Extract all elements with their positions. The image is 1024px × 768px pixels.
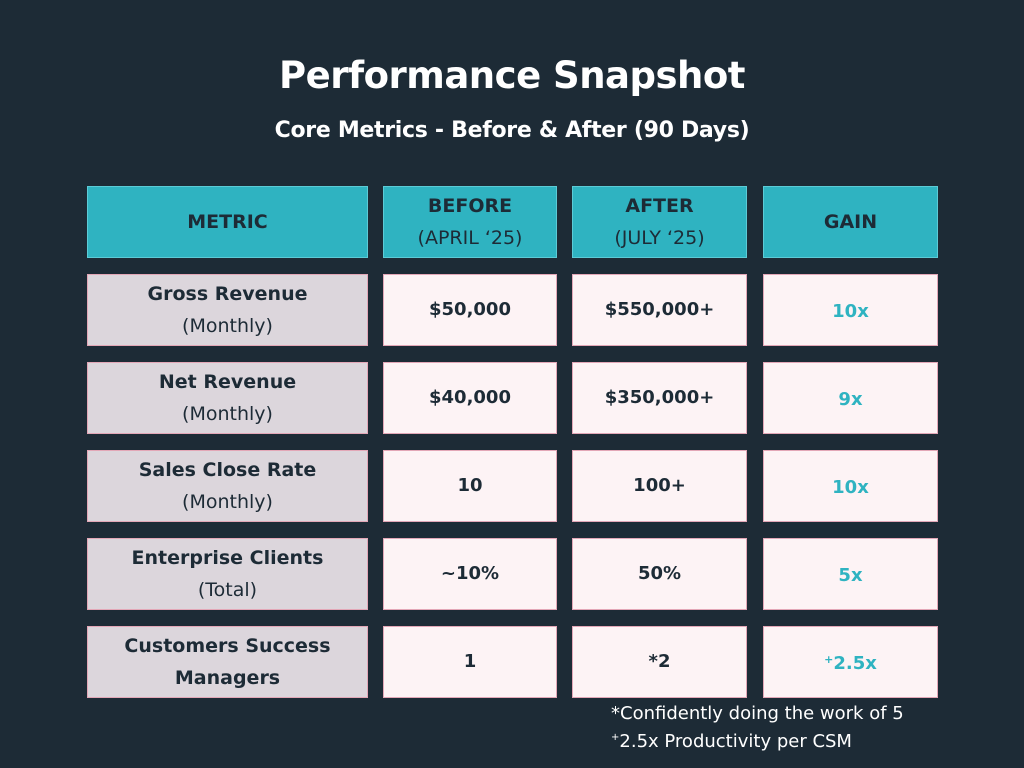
metric-qualifier: (Monthly) — [182, 315, 273, 337]
gain-text: 9x — [838, 389, 863, 410]
header-after: AFTER (JULY ‘25) — [572, 186, 747, 258]
page-subtitle: Core Metrics - Before & After (90 Days) — [274, 118, 750, 143]
header-before: BEFORE (APRIL ‘25) — [383, 186, 557, 258]
metric-name: Customers Success — [124, 635, 331, 657]
gain-text: 10x — [832, 301, 869, 322]
metric-name: Gross Revenue — [147, 283, 308, 305]
page-title: Performance Snapshot — [279, 54, 745, 97]
metric-qualifier: Managers — [174, 667, 281, 689]
after-value: 100+ — [572, 450, 747, 522]
before-value: $50,000 — [383, 274, 557, 346]
before-value: 1 — [383, 626, 557, 698]
gain-value: 10x — [763, 274, 938, 346]
before-value: ~10% — [383, 538, 557, 610]
gain-value: +2.5x — [763, 626, 938, 698]
after-value: *2 — [572, 626, 747, 698]
gain-marker: + — [824, 653, 834, 666]
metric-name: Sales Close Rate — [138, 459, 317, 481]
table-row-label: Gross Revenue (Monthly) — [87, 274, 368, 346]
table-row-label: Net Revenue (Monthly) — [87, 362, 368, 434]
gain-value: 9x — [763, 362, 938, 434]
before-value: 10 — [383, 450, 557, 522]
after-value: $550,000+ — [572, 274, 747, 346]
header-gain-label: GAIN — [823, 211, 878, 233]
footnote-asterisk: *Confidently doing the work of 5 — [611, 703, 904, 724]
after-value: 50% — [572, 538, 747, 610]
gain-text: 10x — [832, 477, 869, 498]
header-gain: GAIN — [763, 186, 938, 258]
table-row-label: Customers Success Managers — [87, 626, 368, 698]
gain-value: 10x — [763, 450, 938, 522]
header-metric: METRIC — [87, 186, 368, 258]
table-row-label: Enterprise Clients (Total) — [87, 538, 368, 610]
header-after-period: (JULY ‘25) — [614, 227, 705, 249]
table-row-label: Sales Close Rate (Monthly) — [87, 450, 368, 522]
metric-name: Net Revenue — [158, 371, 297, 393]
footnote-plus-marker: + — [611, 732, 620, 743]
metric-name: Enterprise Clients — [131, 547, 324, 569]
before-value: $40,000 — [383, 362, 557, 434]
footnote-plus-text: 2.5x Productivity per CSM — [619, 731, 852, 752]
header-before-period: (APRIL ‘25) — [417, 227, 523, 249]
footnote-plus: +2.5x Productivity per CSM — [611, 731, 852, 752]
metric-qualifier: (Monthly) — [182, 403, 273, 425]
metric-qualifier: (Monthly) — [182, 491, 273, 513]
gain-text: 2.5x — [833, 653, 877, 674]
metric-qualifier: (Total) — [197, 579, 258, 601]
after-value: $350,000+ — [572, 362, 747, 434]
header-metric-label: METRIC — [187, 211, 268, 233]
header-before-label: BEFORE — [427, 195, 513, 217]
gain-text: 5x — [838, 565, 863, 586]
header-after-label: AFTER — [625, 195, 694, 217]
gain-value: 5x — [763, 538, 938, 610]
